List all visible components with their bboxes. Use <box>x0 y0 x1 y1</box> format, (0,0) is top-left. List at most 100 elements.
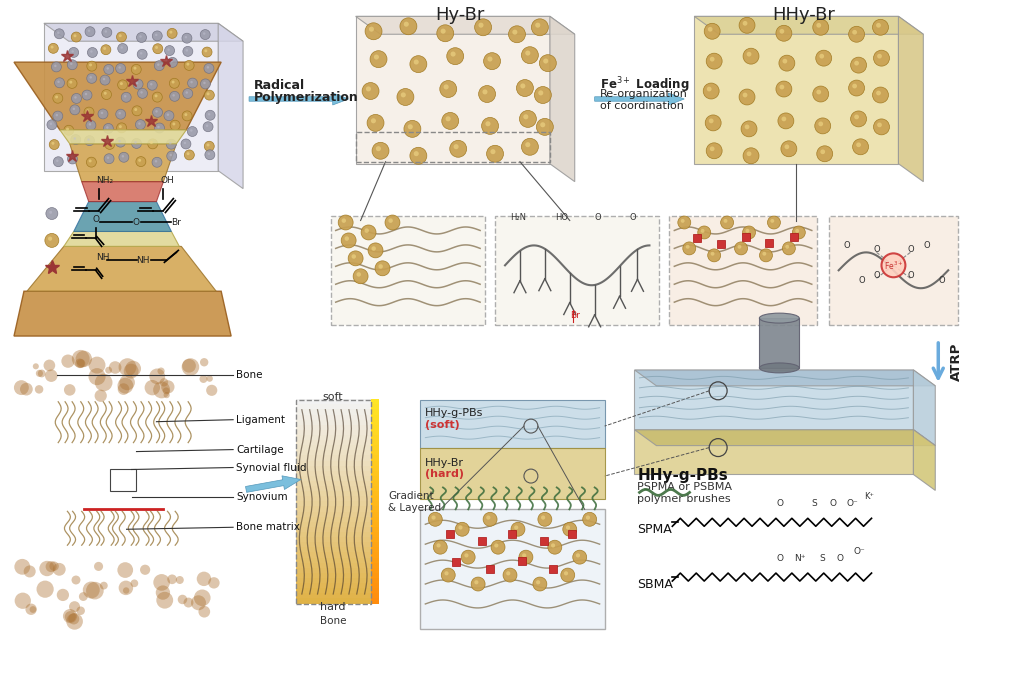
Text: O: O <box>923 241 930 250</box>
Circle shape <box>521 138 539 155</box>
Bar <box>371 491 379 497</box>
Circle shape <box>56 114 58 116</box>
Circle shape <box>107 67 109 70</box>
Circle shape <box>410 147 427 164</box>
Circle shape <box>365 86 371 91</box>
Circle shape <box>70 105 79 115</box>
Circle shape <box>853 139 868 155</box>
Text: Fe$^{3+}$: Fe$^{3+}$ <box>884 259 903 272</box>
Circle shape <box>72 108 75 110</box>
Circle shape <box>107 156 109 159</box>
Circle shape <box>130 580 138 587</box>
Polygon shape <box>694 17 899 164</box>
Circle shape <box>104 124 113 133</box>
Circle shape <box>376 146 381 151</box>
Bar <box>296 486 371 492</box>
Text: HHy-Br: HHy-Br <box>426 457 464 468</box>
Circle shape <box>50 122 52 125</box>
Circle shape <box>812 19 829 35</box>
Text: N⁺: N⁺ <box>794 554 805 563</box>
Circle shape <box>367 115 384 131</box>
Text: HHy-g-PBs: HHy-g-PBs <box>637 468 728 482</box>
Circle shape <box>105 140 115 149</box>
Bar <box>420 509 605 629</box>
Circle shape <box>71 93 81 104</box>
Polygon shape <box>634 430 936 446</box>
Polygon shape <box>913 430 936 491</box>
Bar <box>371 496 379 502</box>
Bar <box>296 522 371 527</box>
Circle shape <box>37 580 54 598</box>
Text: O: O <box>873 272 881 281</box>
Circle shape <box>150 368 165 384</box>
Circle shape <box>46 561 57 572</box>
Circle shape <box>208 153 210 155</box>
Text: Cartilage: Cartilage <box>236 444 284 455</box>
Circle shape <box>121 155 124 158</box>
Circle shape <box>408 124 413 129</box>
Circle shape <box>413 151 418 156</box>
Circle shape <box>541 122 546 127</box>
Circle shape <box>356 272 361 276</box>
Circle shape <box>87 582 104 600</box>
Circle shape <box>170 120 180 130</box>
Bar <box>371 527 379 533</box>
Circle shape <box>792 226 805 239</box>
Circle shape <box>876 91 881 95</box>
Bar <box>296 547 371 553</box>
Circle shape <box>38 370 46 377</box>
Circle shape <box>33 363 39 370</box>
Circle shape <box>735 242 747 255</box>
Circle shape <box>491 149 496 154</box>
Circle shape <box>458 525 462 529</box>
Text: Synovial fluid: Synovial fluid <box>236 462 306 473</box>
Circle shape <box>109 361 121 374</box>
Circle shape <box>167 151 177 161</box>
Circle shape <box>91 50 93 53</box>
Bar <box>371 451 379 456</box>
Circle shape <box>103 78 105 80</box>
Circle shape <box>882 254 905 277</box>
Text: O: O <box>873 245 881 254</box>
Circle shape <box>450 140 466 158</box>
Circle shape <box>851 111 866 127</box>
Bar <box>296 532 371 538</box>
Text: O⁻: O⁻ <box>847 500 858 509</box>
Circle shape <box>30 606 37 613</box>
Circle shape <box>342 218 346 223</box>
Circle shape <box>461 550 475 564</box>
Circle shape <box>873 50 890 66</box>
Circle shape <box>148 80 157 91</box>
Bar <box>331 216 486 325</box>
Circle shape <box>84 107 94 117</box>
Text: Bone matrix: Bone matrix <box>236 522 300 532</box>
Circle shape <box>104 92 107 95</box>
Circle shape <box>53 93 63 103</box>
Text: hard: hard <box>321 602 346 612</box>
Circle shape <box>509 26 525 43</box>
Bar <box>296 435 371 441</box>
Circle shape <box>95 390 107 402</box>
Circle shape <box>75 351 92 367</box>
Circle shape <box>184 36 187 39</box>
Bar <box>486 565 494 573</box>
Circle shape <box>207 144 210 146</box>
Circle shape <box>849 26 864 42</box>
Circle shape <box>536 118 554 135</box>
Circle shape <box>73 35 76 37</box>
Circle shape <box>506 571 510 576</box>
Circle shape <box>167 113 169 116</box>
Circle shape <box>474 580 478 585</box>
Circle shape <box>374 55 379 59</box>
Bar <box>420 448 605 500</box>
Circle shape <box>116 64 125 73</box>
Circle shape <box>536 580 541 585</box>
Bar <box>296 558 371 563</box>
Bar <box>355 132 550 162</box>
Circle shape <box>52 142 55 145</box>
Circle shape <box>795 229 799 233</box>
Circle shape <box>445 571 449 576</box>
Circle shape <box>585 515 590 520</box>
Circle shape <box>511 522 525 536</box>
FancyArrow shape <box>595 93 684 105</box>
